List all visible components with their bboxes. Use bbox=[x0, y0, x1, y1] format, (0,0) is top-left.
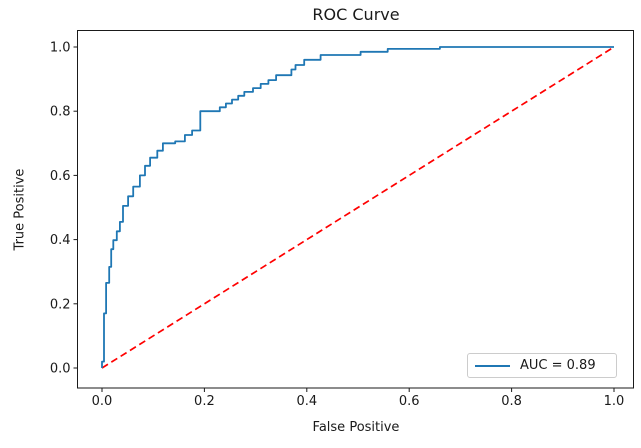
y-tick-label: 0.0 bbox=[50, 362, 71, 377]
legend: AUC = 0.89 bbox=[467, 353, 617, 378]
x-tick-label: 0.6 bbox=[399, 394, 420, 409]
x-tick-label: 0.2 bbox=[194, 394, 215, 409]
y-axis-label: True Positive bbox=[12, 168, 28, 251]
legend-line-icon bbox=[475, 364, 510, 367]
y-tick-label: 1.0 bbox=[50, 41, 71, 56]
x-axis-label: False Positive bbox=[312, 420, 400, 435]
plot-frame bbox=[77, 30, 634, 389]
y-tick-label: 0.6 bbox=[50, 169, 71, 184]
x-tick-label: 0.4 bbox=[296, 394, 317, 409]
legend-label: AUC = 0.89 bbox=[520, 358, 596, 373]
y-tick-label: 0.8 bbox=[50, 105, 71, 120]
y-tick-label: 0.2 bbox=[50, 297, 71, 312]
chart-title: ROC Curve bbox=[312, 5, 400, 24]
x-tick-label: 1.0 bbox=[604, 394, 625, 409]
chance-diagonal-line bbox=[101, 46, 615, 369]
x-tick-label: 0.8 bbox=[501, 394, 522, 409]
x-tick-label: 0.0 bbox=[92, 394, 113, 409]
y-tick-label: 0.4 bbox=[50, 233, 71, 248]
roc-curve-line bbox=[101, 46, 614, 368]
